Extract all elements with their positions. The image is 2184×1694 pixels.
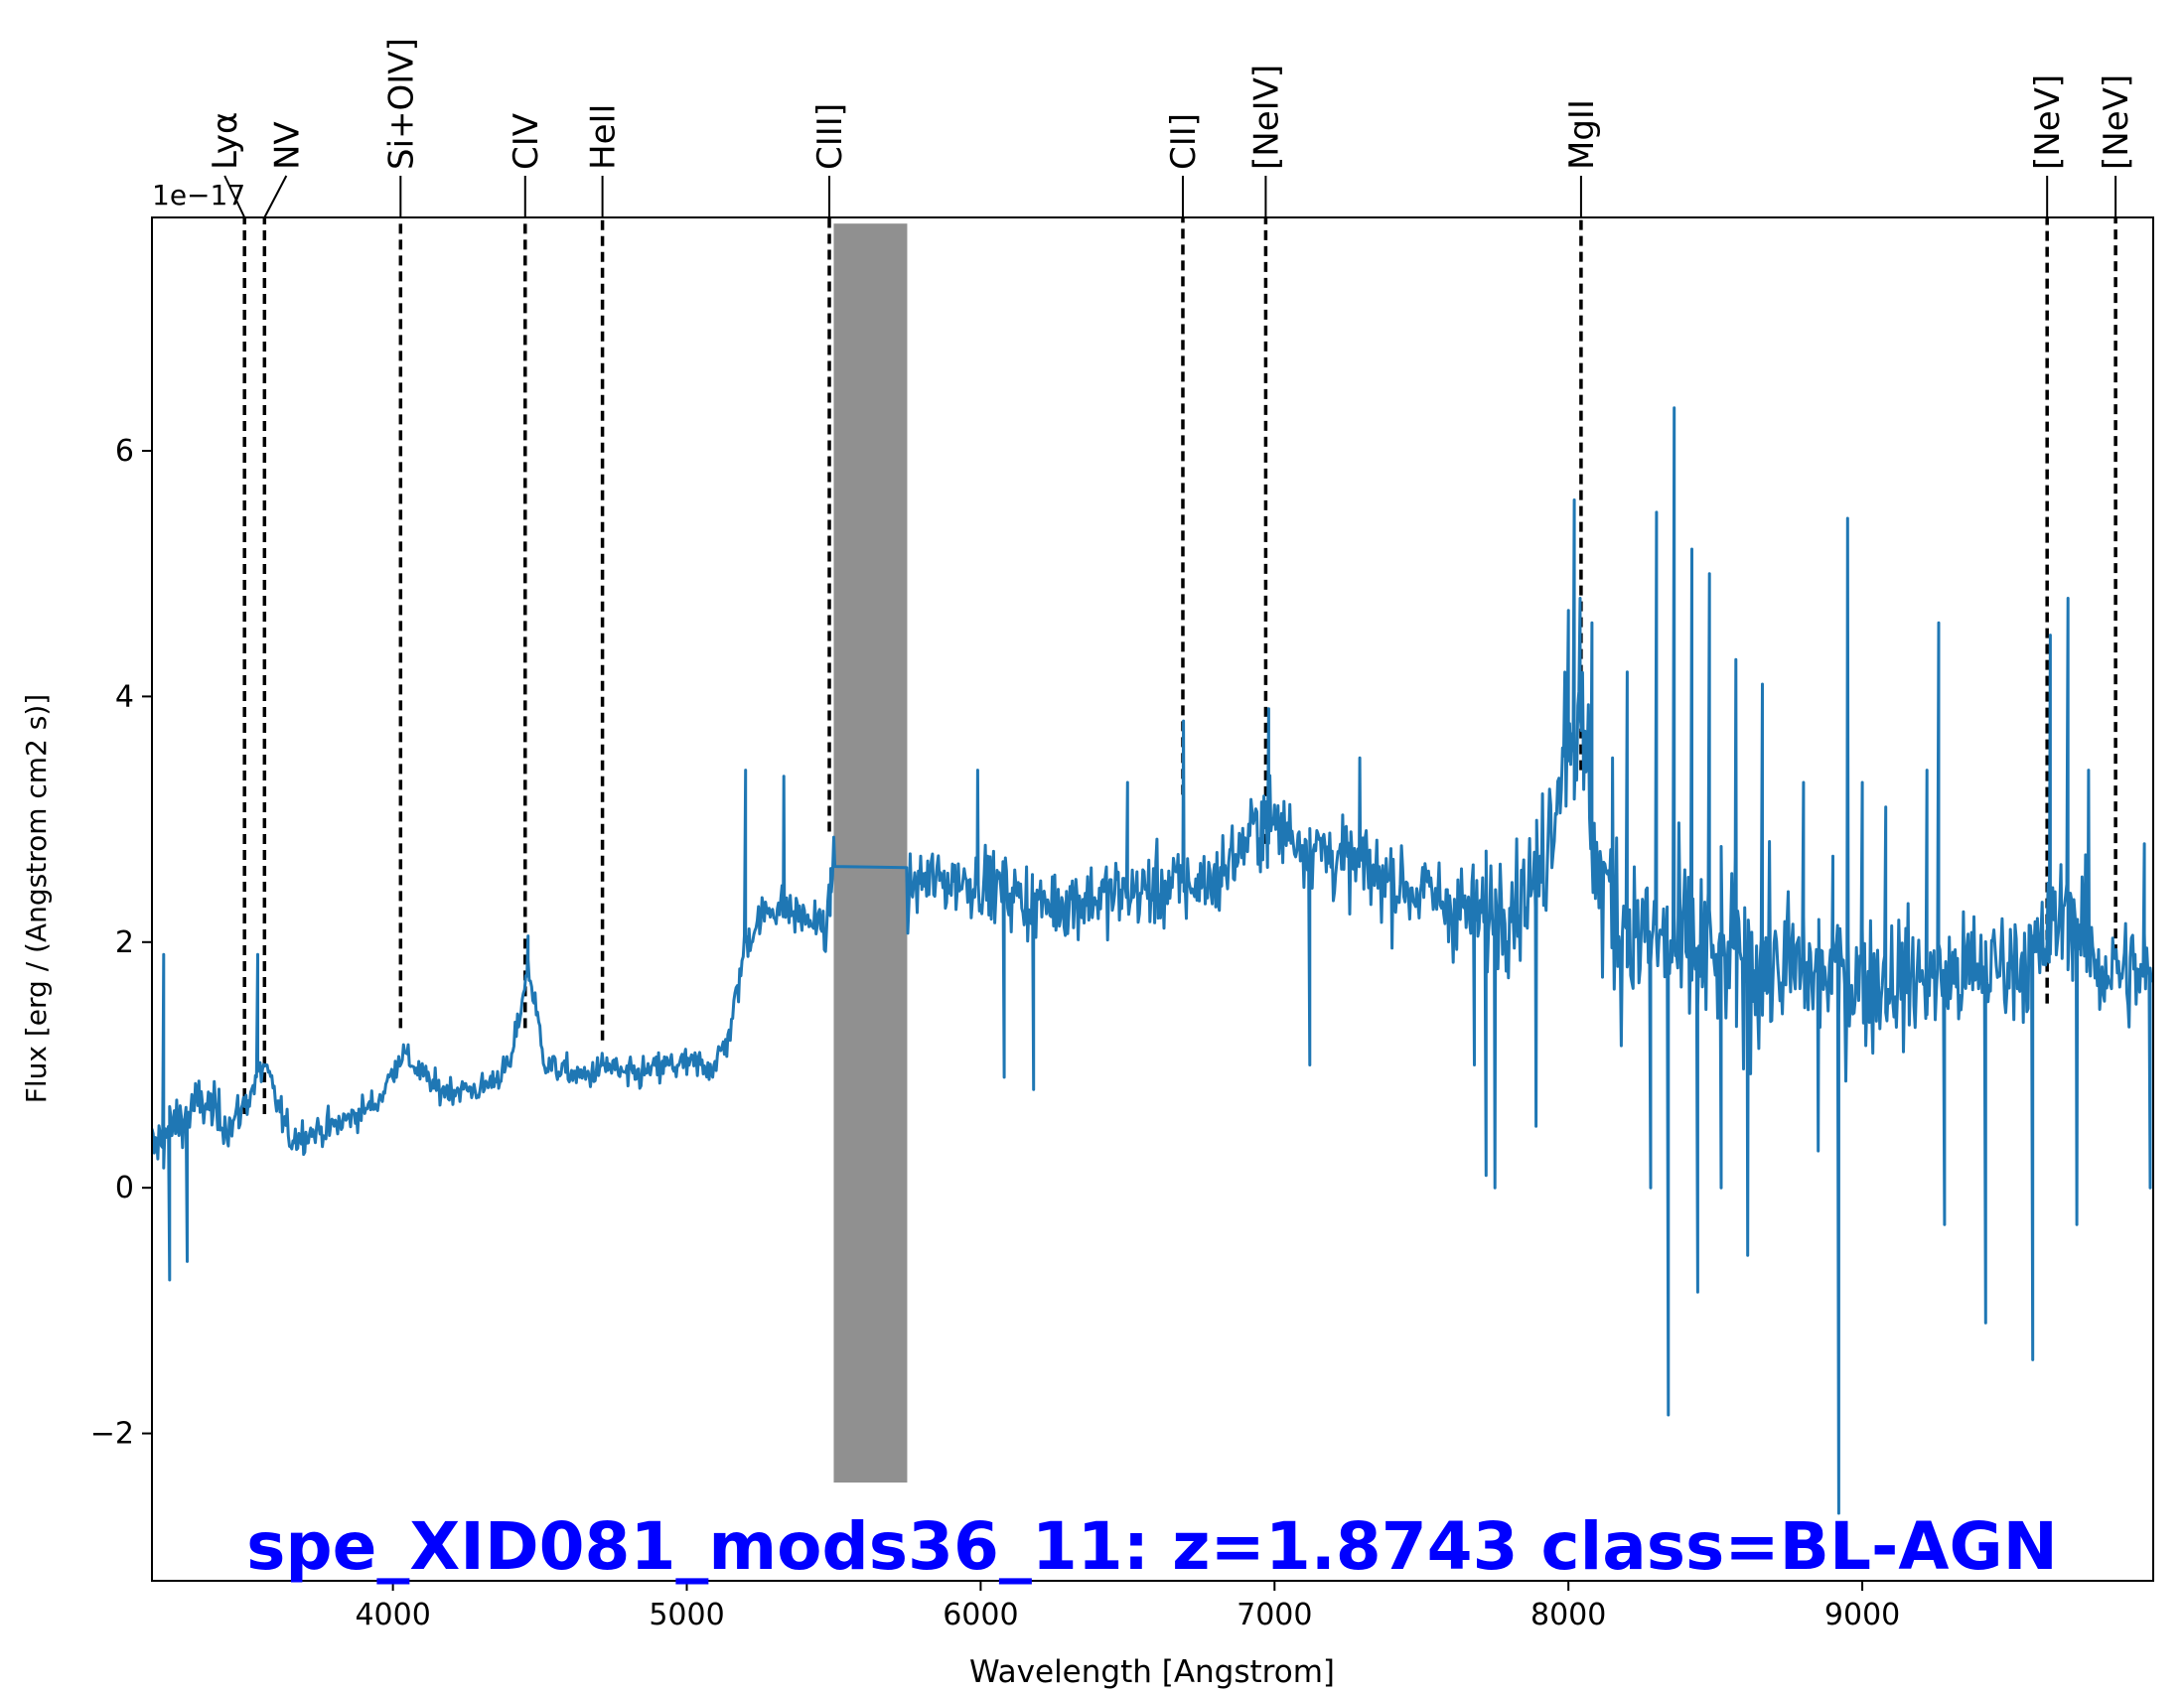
- spectrum-line: [152, 406, 2153, 1515]
- x-tick-label: 6000: [943, 1598, 1018, 1632]
- y-offset-label: 1e−17: [152, 179, 245, 212]
- emission-line-label: NV: [267, 121, 307, 170]
- y-axis-label: Flux [erg / (Angstrom cm2 s)]: [20, 694, 53, 1103]
- y-tick-label: 6: [115, 434, 134, 469]
- emission-line-leader: [223, 175, 246, 218]
- x-tick-label: 9000: [1824, 1598, 1900, 1632]
- x-tick-label: 7000: [1237, 1598, 1312, 1632]
- emission-line-markers: Lyα NV Si+OIV] CIV HeII CIII] CII] [NeIV] MgII [N…: [206, 38, 2136, 1114]
- emission-line-leader: [263, 175, 288, 218]
- emission-line-label: CIV: [507, 113, 546, 170]
- emission-line-label: Lyα: [206, 112, 245, 170]
- y-tick-label: 2: [115, 925, 134, 960]
- emission-line-label: CIII]: [810, 103, 850, 170]
- x-axis-label: Wavelength [Angstrom]: [969, 1654, 1335, 1690]
- plot-frame: [151, 216, 2154, 1582]
- masked-region-layer: [833, 223, 908, 1483]
- emission-line-label: [NeIV]: [1246, 65, 1286, 170]
- emission-line-label: MgII: [1562, 99, 1602, 170]
- x-axis-ticks: 4000 5000 6000 7000 8000 9000: [355, 1581, 1900, 1632]
- emission-line-label: HeII: [584, 103, 624, 170]
- x-tick-label: 8000: [1530, 1598, 1606, 1632]
- masked-region: [833, 223, 908, 1483]
- y-tick-label: 4: [115, 679, 134, 714]
- emission-line-label: Si+OIV]: [381, 38, 421, 170]
- emission-line-label: [NeV]: [2028, 74, 2068, 170]
- x-tick-label: 5000: [649, 1598, 724, 1632]
- emission-line-label: [NeV]: [2097, 74, 2136, 170]
- spectrum-series-layer: [152, 406, 2153, 1515]
- y-tick-label: −2: [90, 1417, 134, 1452]
- y-axis-ticks: −2 0 2 4 6: [90, 434, 152, 1452]
- y-tick-label: 0: [115, 1171, 134, 1205]
- emission-line-label: CII]: [1164, 113, 1204, 170]
- x-tick-label: 4000: [355, 1598, 430, 1632]
- chart-title: spe_XID081_mods36_11: z=1.8743 class=BL-…: [246, 1508, 2058, 1585]
